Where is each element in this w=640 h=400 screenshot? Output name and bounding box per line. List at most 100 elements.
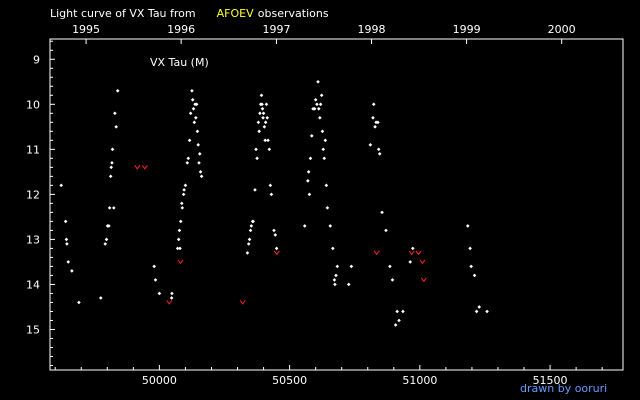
observation-point [65, 242, 69, 246]
y-tick-label: 11 [26, 143, 40, 156]
observation-point [182, 188, 186, 192]
x-tick-label: 51000 [402, 374, 437, 387]
observation-point [320, 129, 325, 134]
upper-limit-mark [420, 277, 427, 283]
observation-point [249, 224, 254, 228]
upper-limit-mark [166, 300, 173, 305]
observation-point [266, 138, 270, 143]
upper-limit-mark [134, 165, 141, 170]
observation-point [401, 309, 405, 314]
observation-point [245, 251, 250, 255]
observation-point [192, 120, 197, 125]
observation-point [324, 183, 329, 188]
observation-point [259, 93, 264, 98]
observation-point [178, 246, 182, 251]
observation-point [186, 156, 191, 161]
observation-point [374, 120, 378, 125]
title-source: AFOEV [217, 7, 254, 20]
observation-point [197, 152, 202, 156]
observation-point [188, 111, 193, 116]
observation-point [181, 192, 186, 197]
observation-point [380, 210, 384, 215]
upper-limit-mark [239, 300, 246, 305]
observation-point [261, 116, 265, 120]
observation-point [114, 125, 118, 129]
observation-point [246, 242, 251, 246]
observation-point [263, 120, 268, 125]
observation-point [468, 246, 472, 251]
observation-point [465, 224, 470, 228]
upper-limit-mark [408, 250, 415, 256]
observation-point [474, 309, 479, 314]
observation-point [66, 260, 71, 264]
observation-point [253, 188, 257, 192]
plot-frame [49, 38, 624, 371]
observation-point [59, 183, 63, 188]
observation-point [190, 97, 195, 102]
observation-point [469, 264, 473, 269]
observation-point [308, 156, 313, 161]
observation-point [267, 147, 272, 152]
observation-point [376, 120, 380, 125]
observation-point [104, 237, 109, 242]
observation-point [70, 269, 74, 273]
observation-point [260, 107, 265, 111]
observation-point [77, 300, 81, 305]
observation-point [260, 102, 264, 107]
observation-point [268, 183, 273, 188]
y-axis-ticks: 9 10 11 12 13 14 15 [26, 40, 55, 366]
chart-title: Light curve of VX Tau from AFOEV observati… [50, 7, 329, 20]
observation-point [269, 192, 274, 197]
observation-point [411, 246, 415, 251]
observation-point [332, 278, 337, 282]
year-tick-label: 1996 [167, 23, 195, 36]
observation-point [197, 161, 201, 165]
observation-point [264, 102, 269, 107]
observation-point [103, 242, 108, 246]
observation-point [312, 107, 317, 111]
title-suffix: observations [258, 7, 329, 20]
y-tick-label: 15 [26, 323, 40, 336]
observation-point [393, 323, 398, 327]
observation-point [185, 161, 190, 165]
observation-point [377, 152, 382, 156]
observation-point [472, 273, 477, 278]
observation-point [322, 156, 327, 161]
observation-point [178, 219, 183, 224]
y-tick-label: 13 [26, 233, 40, 246]
observation-point [98, 296, 103, 300]
observation-point [307, 192, 312, 197]
y-tick-label: 14 [26, 278, 40, 291]
observation-point [346, 282, 351, 287]
observation-point [258, 111, 262, 116]
observation-point [169, 296, 174, 300]
observation-point [306, 179, 310, 183]
observation-point [198, 170, 203, 174]
observation-point [261, 111, 266, 116]
y-tick-label: 9 [33, 53, 40, 66]
observation-point [262, 125, 267, 129]
year-axis-ticks: 1995 1996 1997 1998 1999 2000 [72, 23, 576, 44]
observation-point [64, 237, 69, 242]
observation-point [194, 102, 199, 107]
observation-point [183, 183, 188, 188]
observation-point [272, 228, 276, 233]
credit-label: drawn by ooruri [520, 382, 607, 395]
observation-point [247, 237, 252, 242]
observation-point [255, 156, 259, 161]
observation-point [318, 116, 322, 120]
upper-limit-mark [415, 250, 422, 256]
observation-point [248, 228, 253, 233]
observation-point [316, 79, 320, 84]
observation-point [191, 107, 196, 111]
x-axis-ticks: 50000 50500 51000 51500 [54, 365, 603, 387]
observation-point [157, 291, 162, 296]
observation-point [302, 224, 307, 228]
upper-limit-mark [177, 259, 184, 265]
observation-point [368, 143, 373, 147]
observation-point [373, 125, 377, 129]
x-tick-label: 50000 [142, 374, 177, 387]
observation-point [331, 246, 335, 251]
